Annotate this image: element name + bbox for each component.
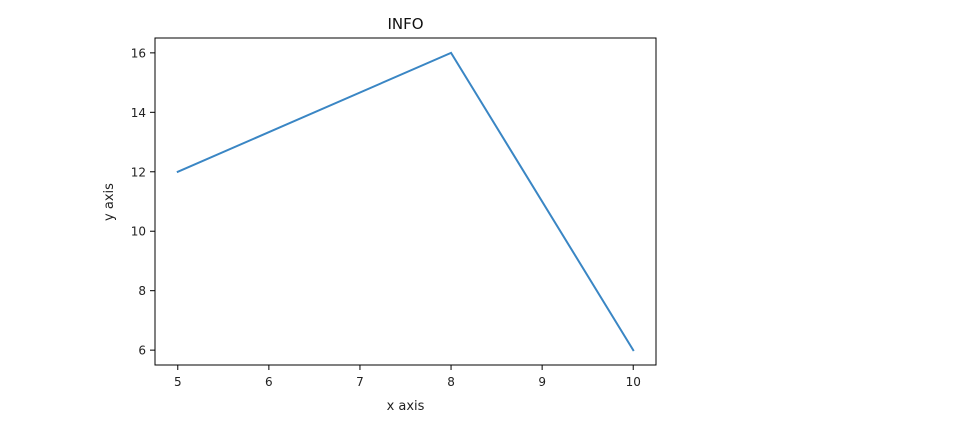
plot-frame	[154, 37, 657, 366]
x-tick-label: 6	[265, 375, 273, 389]
plot-background	[155, 38, 656, 365]
y-axis-label: y axis	[102, 183, 117, 221]
series-layer	[176, 51, 635, 352]
series-line	[176, 51, 635, 352]
y-tick-label: 10	[131, 225, 146, 239]
x-tick-label: 5	[174, 375, 182, 389]
y-tick-label: 8	[138, 284, 146, 298]
y-tick-label: 14	[131, 106, 146, 120]
y-tick-label: 12	[131, 165, 146, 179]
y-tick-label: 16	[131, 46, 146, 60]
x-tick-label: 9	[538, 375, 546, 389]
y-axis-ticks: 6 8 10 12 14 16	[131, 46, 155, 358]
x-tick-label: 7	[356, 375, 364, 389]
x-tick-label: 10	[626, 375, 641, 389]
x-axis-ticks: 5 6 7 8 9 10	[174, 365, 641, 389]
x-tick-label: 8	[447, 375, 455, 389]
y-tick-label: 6	[138, 344, 146, 358]
x-axis-label: x axis	[387, 399, 425, 414]
chart-title: INFO	[387, 15, 423, 33]
